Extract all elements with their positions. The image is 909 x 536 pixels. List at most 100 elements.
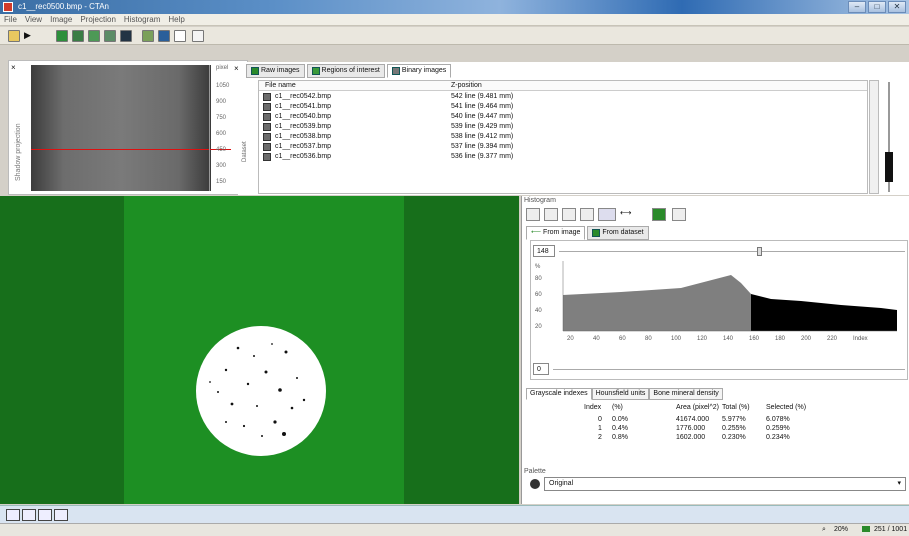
dataset-tab-icon [592,229,601,237]
table-cell: 0.4% [612,425,628,432]
minimize-button[interactable]: – [848,1,866,13]
roi-icon[interactable] [72,30,84,42]
file-row[interactable]: c1__rec0538.bmp 538 line (9.412 mm) [259,132,867,142]
help-cursor-icon[interactable] [192,30,204,42]
image-index: 251 / 1001 [874,526,908,533]
maximize-button[interactable]: □ [868,1,886,13]
model-icon[interactable] [142,30,154,42]
split-view-icon[interactable] [22,509,36,521]
bitmap-file-icon [263,143,271,151]
dataset-icon[interactable] [652,208,666,221]
menu-file[interactable]: File [4,15,17,24]
threshold-high-field[interactable]: 148 [533,245,555,257]
tab-raw-images[interactable]: Raw images [246,64,305,78]
binary-icon[interactable] [88,30,100,42]
tab-binary-images[interactable]: Binary images [386,64,452,78]
x-tick: 120 [697,336,708,342]
histogram-chart-box: 148 % 80 60 40 20 20 40 60 80 100 120 140 160 18… [530,240,908,380]
full-view-icon[interactable] [54,509,68,521]
tab-from-dataset[interactable]: From dataset [587,226,649,240]
file-name: c1__rec0540.bmp [275,113,332,120]
file-row[interactable]: c1__rec0542.bmp 542 line (9.481 mm) [259,92,867,102]
file-row[interactable]: c1__rec0541.bmp 541 line (9.464 mm) [259,102,867,112]
y-tick: 40 [535,308,542,314]
palette-select[interactable]: Original ▾ [544,477,906,491]
pixel-ruler: pixel 1050 900 750 600 450 300 150 [209,65,249,191]
binary-sample-cross-section [196,326,326,456]
grid-view-icon[interactable] [38,509,52,521]
raw-image-icon[interactable] [56,30,68,42]
expand-arrows-icon[interactable]: ⟷ [620,208,632,217]
file-name: c1__rec0537.bmp [275,143,332,150]
save-icon[interactable] [580,208,594,221]
shadow-projection-label: Shadow projection [15,123,22,181]
toolbar: ▶ [0,27,909,45]
file-list-scrollbar[interactable] [869,80,879,194]
volume-icon[interactable] [158,30,170,42]
copy-icon[interactable] [544,208,558,221]
histogram-image-icon[interactable] [526,208,540,221]
tab-from-image[interactable]: ⟵ From image [526,226,586,240]
menu-projection[interactable]: Projection [80,15,116,24]
hand-icon[interactable] [174,30,186,42]
status-bar: ⌕ 20% 251 / 1001 [0,523,909,536]
y-tick: 20 [535,324,542,330]
threshold-icon[interactable] [672,208,686,221]
table-cell: 5.977% [722,416,746,423]
tab-hounsfield-units[interactable]: Hounsfield units [591,388,650,400]
file-row[interactable]: c1__rec0537.bmp 537 line (9.394 mm) [259,142,867,152]
close-button[interactable]: ✕ [888,1,906,13]
bitmap-file-icon [263,133,271,141]
ruler-tick: 300 [216,163,227,169]
open-folder-icon[interactable] [8,30,20,42]
z-position: 540 line (9.447 mm) [451,113,514,120]
threshold-low-field[interactable]: 0 [533,363,549,375]
morphology-icon[interactable] [104,30,116,42]
bitmap-file-icon [263,93,271,101]
zoom-icon: ⌕ [822,526,826,533]
ruler-tick: 150 [216,179,227,185]
histogram-plot [562,261,897,332]
mountain-icon[interactable] [598,208,616,221]
file-name: c1__rec0542.bmp [275,93,332,100]
ruler-tick: 600 [216,131,227,137]
close-dataset-icon[interactable]: × [234,64,239,73]
analysis-icon[interactable] [120,30,132,42]
shadow-projection-image[interactable] [31,65,231,191]
menu-histogram[interactable]: Histogram [123,15,161,24]
table-cell: 2 [598,434,602,441]
slice-slider[interactable] [883,80,895,194]
menu-image[interactable]: Image [50,15,73,24]
play-icon[interactable]: ▶ [24,30,31,40]
menu-view[interactable]: View [24,15,43,24]
table-header[interactable]: Area (pixel^2) [676,404,719,411]
threshold-low-slider[interactable] [553,369,905,370]
tab-bone-mineral-density[interactable]: Bone mineral density [649,388,723,400]
menu-help[interactable]: Help [168,15,185,24]
table-cell: 41674.000 [676,416,710,423]
file-row[interactable]: c1__rec0536.bmp 536 line (9.377 mm) [259,152,867,162]
x-tick: 80 [645,336,652,342]
grayscale-tabs: Grayscale indexes Hounsfield units Bone … [526,388,723,400]
file-row[interactable]: c1__rec0539.bmp 539 line (9.429 mm) [259,122,867,132]
single-view-icon[interactable] [6,509,20,521]
file-row[interactable]: c1__rec0540.bmp 540 line (9.447 mm) [259,112,867,122]
paste-icon[interactable] [562,208,576,221]
threshold-high-thumb[interactable] [757,247,762,256]
y-tick: % [535,264,541,270]
table-header[interactable]: Index [584,404,602,411]
table-header[interactable]: (%) [612,404,623,411]
tab-grayscale-indexes[interactable]: Grayscale indexes [526,388,592,400]
table-header[interactable]: Total (%) [722,404,750,411]
table-header[interactable]: Selected (%) [766,404,807,411]
slice-icon [862,526,870,532]
slice-position-line[interactable] [31,149,231,150]
threshold-high-slider[interactable] [559,251,905,252]
column-z-position[interactable]: Z-position [451,82,482,89]
tab-regions-of-interest[interactable]: Regions of interest [306,64,385,78]
close-panel-icon[interactable]: × [11,63,16,72]
column-file-name[interactable]: File name [265,82,296,89]
tab-label: Raw images [261,67,300,74]
file-list-header: File name Z-position [259,81,867,91]
roi-tab-icon [311,67,320,75]
